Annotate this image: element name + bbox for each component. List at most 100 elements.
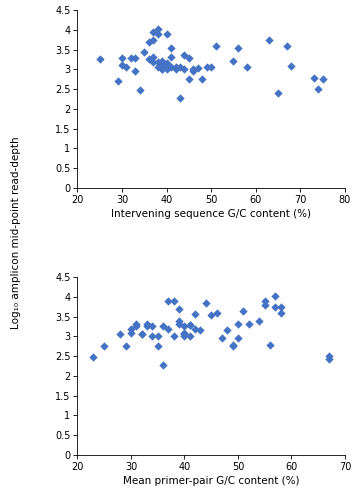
Point [168,54,174,62]
Point [326,352,332,360]
Point [164,30,169,38]
Point [203,298,209,306]
Point [187,332,193,340]
Point [164,60,169,68]
X-axis label: Mean primer-pair G/C content (%): Mean primer-pair G/C content (%) [123,476,300,486]
Point [133,68,138,76]
Point [225,326,230,334]
Point [155,64,161,72]
Point [176,318,182,326]
Point [101,342,107,350]
Point [155,342,161,350]
Point [278,302,284,310]
Point [150,36,156,44]
Point [186,75,192,83]
Point [326,356,332,364]
Point [150,54,156,62]
Point [124,64,129,72]
Point [198,326,203,334]
Point [182,66,187,74]
Point [159,66,165,74]
Point [150,332,155,340]
Point [165,296,171,304]
Point [173,66,178,74]
Point [231,58,236,66]
Point [139,330,144,338]
Point [176,320,182,328]
Point [133,320,139,328]
Point [159,58,165,66]
Point [272,304,278,312]
Point [164,64,169,72]
Point [177,94,183,102]
Point [155,332,161,340]
Point [266,36,272,44]
Point [155,24,161,32]
Point [208,64,214,72]
Point [176,304,182,312]
Point [257,318,262,326]
Point [272,292,278,300]
Point [160,322,166,330]
Point [320,75,326,83]
Point [235,334,241,342]
Point [150,28,156,36]
Point [186,54,192,62]
Point [187,322,193,330]
Point [97,56,102,64]
Point [133,322,139,330]
Point [137,86,143,94]
Point [146,56,152,64]
Point [192,325,198,333]
Point [195,64,201,72]
Point [214,308,219,316]
Point [230,342,235,350]
Point [219,334,225,342]
Point [208,310,214,318]
Point [128,54,134,62]
Point [159,66,165,74]
Point [275,89,281,97]
Point [315,85,321,93]
Point [289,62,294,70]
Point [173,64,178,72]
Point [177,64,183,72]
Point [187,322,193,330]
Point [182,52,187,60]
Point [159,62,165,70]
Point [284,42,290,50]
Point [150,58,156,66]
Point [139,330,144,338]
Point [246,320,251,328]
Point [200,75,205,83]
Point [182,329,187,337]
Point [171,332,177,340]
Point [240,306,246,314]
Point [144,322,150,330]
Point [278,308,284,316]
Point [168,64,174,72]
Point [119,54,125,62]
Point [182,322,187,330]
Point [204,64,209,72]
Point [190,66,196,74]
Point [262,302,268,310]
Point [165,325,171,333]
Point [123,342,128,350]
Point [118,330,123,338]
Point [267,341,273,349]
Point [128,329,134,337]
Point [146,38,152,46]
Point [133,54,138,62]
Point [155,30,161,38]
X-axis label: Intervening sequence G/C content (%): Intervening sequence G/C content (%) [111,209,311,219]
Point [182,330,187,338]
Point [155,58,161,66]
Point [119,62,125,70]
Point [128,325,134,333]
Point [311,74,316,82]
Point [164,66,169,74]
Point [182,332,187,340]
Point [235,44,241,52]
Point [262,296,268,304]
